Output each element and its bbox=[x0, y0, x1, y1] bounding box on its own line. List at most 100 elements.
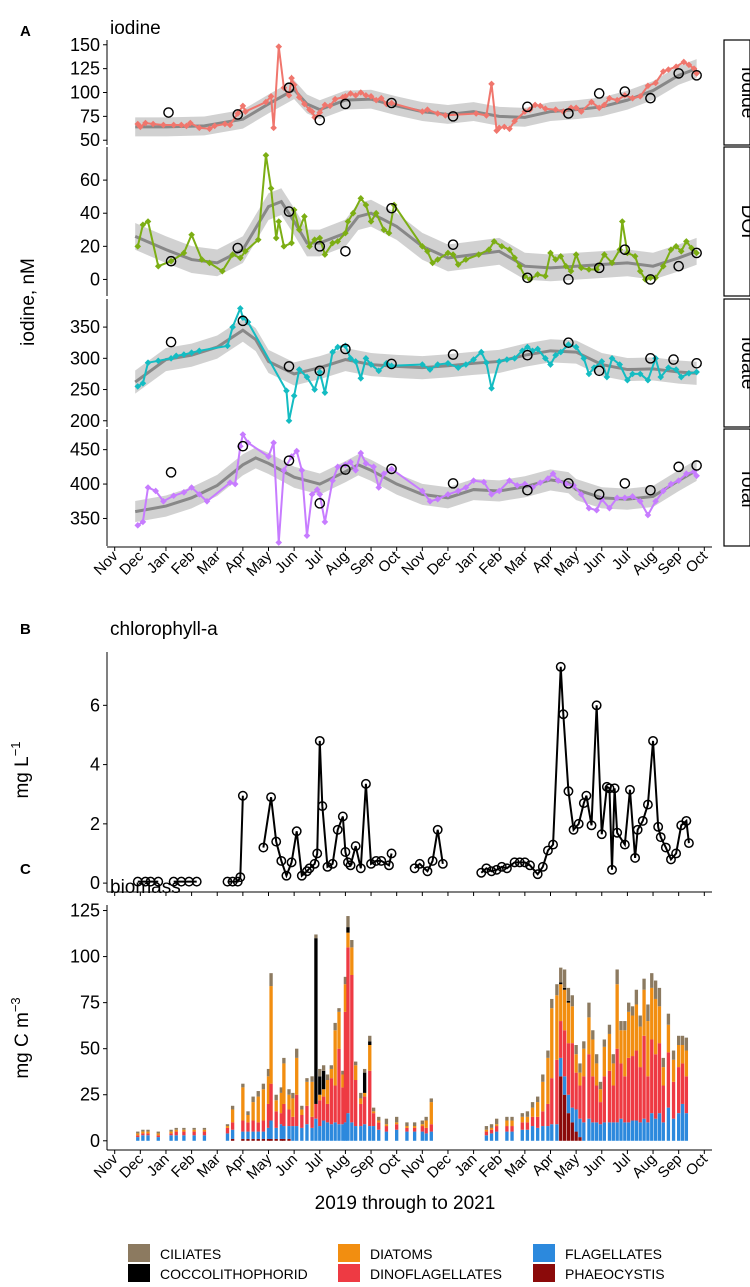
bar-segment-dinoflagellates bbox=[666, 1052, 671, 1108]
Iodate-discrete-sample bbox=[522, 349, 533, 361]
bar-segment-flagellates bbox=[310, 1127, 314, 1141]
Iodate-discrete-sample bbox=[645, 353, 656, 364]
bar-segment-diatoms bbox=[384, 1124, 389, 1127]
Iodate-point bbox=[483, 359, 490, 366]
DOI-point bbox=[242, 248, 249, 255]
Iodate-point bbox=[342, 342, 349, 350]
chl-point bbox=[281, 870, 292, 881]
Iodide-discrete-sample bbox=[619, 86, 631, 97]
x-tick-label: Sep bbox=[347, 1151, 378, 1182]
Total-discrete-sample bbox=[619, 478, 631, 489]
bar-segment-phaeocystis bbox=[282, 1138, 286, 1141]
Total-point bbox=[188, 484, 195, 491]
bar-segment-ciliates bbox=[169, 1129, 173, 1132]
Total-point bbox=[203, 497, 211, 505]
bar-segment-flagellates bbox=[562, 1076, 567, 1095]
Iodide-discrete-sample bbox=[593, 88, 605, 99]
Total-point bbox=[693, 472, 700, 480]
x-tick-label: Apr bbox=[529, 548, 558, 577]
x-tick-label: Dec bbox=[424, 547, 455, 578]
bar-segment-flagellates bbox=[202, 1135, 207, 1141]
bar-segment-dinoflagellates bbox=[350, 975, 354, 1123]
Total-point bbox=[244, 439, 252, 447]
bar-segment-dinoflagellates bbox=[587, 1054, 591, 1119]
chl-point bbox=[591, 700, 602, 711]
bar-segment-diatoms bbox=[305, 1081, 309, 1106]
DOI-point bbox=[683, 238, 690, 245]
Iodide-point bbox=[195, 124, 203, 132]
bar-segment-flagellates bbox=[657, 1113, 662, 1141]
Iodide-point bbox=[242, 108, 249, 115]
Total-point bbox=[380, 470, 388, 478]
bar-segment-dinoflagellates bbox=[318, 1100, 322, 1127]
bar-segment-diatoms bbox=[559, 984, 563, 1022]
bar-segment-ciliates bbox=[489, 1124, 494, 1128]
bar-segment-flagellates bbox=[530, 1126, 535, 1141]
bar-segment-dinoflagellates bbox=[359, 1103, 363, 1127]
Total-point bbox=[593, 506, 600, 514]
Iodide-discrete-sample bbox=[314, 114, 326, 126]
Iodide-point bbox=[134, 120, 142, 128]
Iodide-point bbox=[267, 93, 275, 100]
chl-point bbox=[671, 848, 682, 859]
chl-point bbox=[422, 866, 433, 877]
Total-point bbox=[536, 479, 544, 486]
Iodate-point bbox=[329, 348, 336, 356]
panel-a-tag: A bbox=[20, 23, 31, 40]
DOI-point bbox=[188, 231, 195, 239]
bar-segment-dinoflagellates bbox=[146, 1133, 150, 1136]
bar-segment-ciliates bbox=[638, 1015, 642, 1027]
bar-segment-ciliates bbox=[420, 1120, 424, 1125]
bar-segment-ciliates bbox=[395, 1116, 399, 1123]
Total-discrete-sample bbox=[645, 484, 656, 496]
bar-segment-diatoms bbox=[642, 989, 646, 1036]
bar-segment-diatoms bbox=[653, 998, 658, 1055]
Iodide-discrete-sample bbox=[645, 92, 656, 104]
Total-point bbox=[454, 487, 462, 495]
bar-segment-ciliates bbox=[574, 1045, 578, 1055]
chl-line-segment bbox=[413, 829, 444, 873]
Total-point bbox=[329, 477, 336, 484]
Iodate-discrete-sample bbox=[563, 337, 574, 349]
DOI-discrete-sample bbox=[673, 260, 684, 272]
bar-segment-phaeocystis bbox=[566, 1113, 571, 1141]
panel-b-ylabel: mg L−1 bbox=[8, 741, 33, 798]
DOI-discrete-sample bbox=[563, 274, 574, 285]
bar-segment-ciliates bbox=[530, 1102, 535, 1108]
bar-segment-flagellates bbox=[505, 1131, 509, 1141]
bar-segment-flagellates bbox=[684, 1113, 689, 1141]
bar-segment-ciliates bbox=[661, 1057, 665, 1068]
chl-point bbox=[327, 858, 338, 869]
chl-point bbox=[683, 838, 694, 849]
x-tick-label: Sep bbox=[655, 548, 686, 579]
bar-segment-dinoflagellates bbox=[251, 1120, 255, 1132]
chl-point bbox=[237, 790, 248, 801]
Iodate-point bbox=[565, 341, 572, 348]
Iodide-point bbox=[301, 100, 308, 108]
y-tick-label: 200 bbox=[70, 411, 100, 431]
x-tick-label: Jun bbox=[579, 548, 608, 577]
bar-segment-ciliates bbox=[287, 1089, 291, 1095]
x-tick-label: Sep bbox=[655, 1151, 686, 1182]
bar-segment-dinoflagellates bbox=[310, 1116, 314, 1128]
DOI-point bbox=[229, 251, 236, 258]
legend-swatch-diatoms bbox=[338, 1244, 360, 1262]
DOI-point bbox=[139, 221, 147, 229]
Total-point bbox=[529, 484, 536, 491]
DOI-point bbox=[344, 218, 352, 225]
bar-segment-flagellates bbox=[341, 1124, 345, 1141]
DOI-point bbox=[372, 209, 380, 217]
bar-segment-diatoms bbox=[350, 947, 354, 975]
bar-segment-diatoms bbox=[310, 1081, 314, 1117]
chl-point bbox=[609, 783, 620, 794]
DOI-point bbox=[462, 256, 470, 263]
DOI-discrete-sample bbox=[165, 255, 177, 267]
bar-segment-diatoms bbox=[225, 1126, 230, 1128]
bar-segment-flagellates bbox=[291, 1126, 295, 1141]
bar-segment-flagellates bbox=[559, 1057, 563, 1077]
DOI-point bbox=[444, 249, 452, 257]
Iodate-point bbox=[454, 364, 462, 371]
DOI-discrete-sample bbox=[619, 244, 631, 255]
Iodate-smooth-ribbon bbox=[135, 318, 697, 394]
y-tick-label: 75 bbox=[80, 106, 100, 126]
